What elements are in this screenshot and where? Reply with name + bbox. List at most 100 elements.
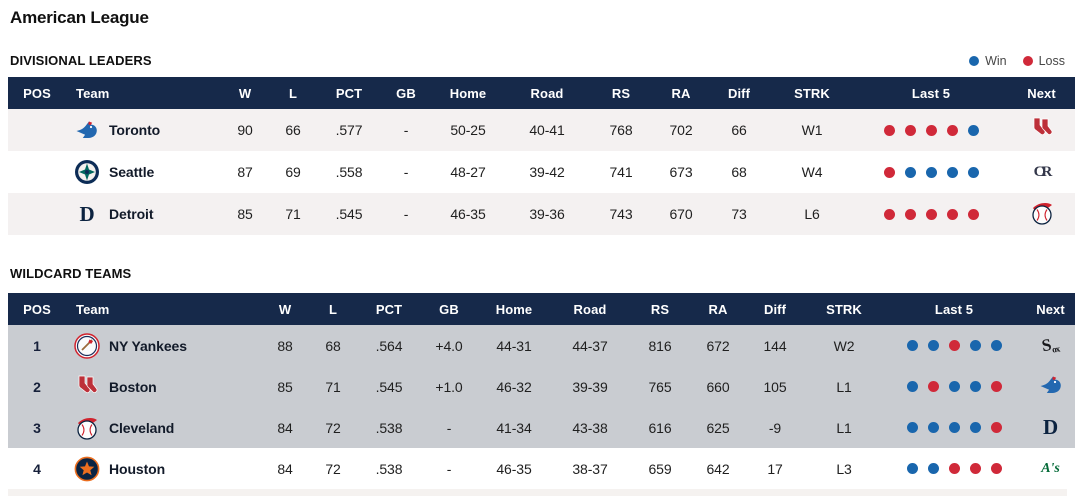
tigers-logo-icon[interactable]: D [1042,415,1059,439]
pct-cell: .538 [375,419,403,436]
loss-dot-icon [883,208,895,220]
diff-cell: 17 [767,460,783,477]
legend-win-label: Win [985,54,1007,68]
win-dot-icon [969,340,981,351]
road-cell: 43-38 [572,419,608,436]
tigers-logo-icon[interactable]: D [79,201,95,226]
home-cell: 46-35 [450,206,486,222]
team-link[interactable]: Seattle [66,159,222,185]
last5-dots [884,340,1024,351]
team-link[interactable]: Cleveland [66,415,262,441]
col-header-diff: Diff [763,301,787,317]
last5-dots [884,463,1024,474]
col-header-home: Home [449,85,487,101]
athletics-logo-icon[interactable]: A's [1041,460,1060,476]
loss-dot-icon [948,463,960,474]
team-cell: NY Yankees [66,325,262,366]
astros-logo-icon[interactable] [74,456,100,482]
team-name: NY Yankees [109,337,187,354]
loss-dot-icon [904,208,916,220]
l-cell: 71 [285,206,301,222]
blue-jays-logo-icon[interactable] [74,117,100,143]
pos-cell: 1 [33,337,41,354]
l-cell: 72 [325,460,341,477]
mariners-logo-icon[interactable] [74,159,100,185]
col-header-road: Road [573,301,607,317]
table-row: D Detroit 85 71 .545 - 46-35 39-36 743 670 73 L6 [8,193,1075,235]
last5-dots [856,166,1006,178]
next-opponent-cell: CR [1006,151,1075,193]
col-header-ra: RA [708,301,728,317]
team-link[interactable]: Houston [66,456,262,482]
col-header-last5: Last 5 [911,85,951,101]
guardians-logo-icon[interactable] [1029,200,1055,226]
col-header-pct: PCT [375,301,403,317]
team-link[interactable]: NY Yankees [66,332,262,359]
team-link[interactable]: Toronto [66,117,222,143]
last5-dots [884,422,1024,433]
next-opponent-cell: Sox [1024,325,1075,366]
loss-dot-icon [967,208,979,220]
gb-cell: - [403,164,409,180]
last5-dots [856,124,1006,136]
table-row: 2 Boston 85 71 .545 +1.0 46-32 39-39 765 660 105 L1 [8,366,1075,407]
legend-loss: Loss [1022,54,1065,68]
gb-cell: +1.0 [435,378,463,395]
team-name: Seattle [109,164,155,180]
win-dot-icon [927,340,939,351]
w-cell: 90 [237,122,253,138]
wildcard-table-header: POS Team W L PCT GB Home Road RS RA Diff STRK Last 5… [8,293,1075,325]
header-row: POS Team W L PCT GB Home Road RS RA Diff STRK Last 5… [8,293,1075,325]
gb-cell: - [403,206,409,222]
rs-cell: 659 [648,460,672,477]
win-dot-icon [906,381,918,392]
win-loss-legend: Win Loss [969,54,1065,68]
last5-cell [856,193,1006,235]
team-link[interactable]: D Detroit [66,201,222,227]
blue-jays-logo-icon[interactable] [1038,372,1064,398]
team-cell: Cleveland [66,407,262,448]
yankees-logo-icon[interactable] [74,332,100,359]
team-cell: Houston [66,448,262,489]
table-row: Seattle 87 69 .558 - 48-27 39-42 741 673 68 W4 CR [8,151,1075,193]
col-header-l: L [328,301,338,317]
wildcard-table-body: 1 NY Yankees 88 68 .564 +4.0 44-31 44-37 816 672 1… [8,325,1075,489]
gb-cell: - [446,419,452,436]
section-title-wildcard: WILDCARD TEAMS [10,266,132,281]
rockies-logo-icon[interactable]: CR [1033,163,1053,180]
col-header-home: Home [495,301,533,317]
rs-cell: 765 [648,378,672,395]
pos-cell: 4 [33,460,41,477]
win-dot-icon [946,166,958,178]
strk-cell: W2 [833,337,855,354]
home-cell: 46-32 [496,378,532,395]
red-sox-logo-icon[interactable] [1029,116,1055,142]
pct-cell: .538 [375,460,403,477]
loss-dot-icon [883,166,895,178]
w-cell: 88 [277,337,293,354]
pos-cell [8,151,66,193]
pos-cell: 2 [33,378,41,395]
last5-cell [856,151,1006,193]
team-cell: Toronto [66,109,222,151]
red-sox-logo-icon[interactable] [74,374,100,400]
win-dot-icon [906,463,918,474]
ra-cell: 673 [669,164,693,180]
table-row: 1 NY Yankees 88 68 .564 +4.0 44-31 44-37 816 672 1… [8,325,1075,366]
col-header-strk: STRK [794,85,830,101]
w-cell: 87 [237,164,253,180]
table-row: Toronto 90 66 .577 - 50-25 40-41 768 702 66 W1 [8,109,1075,151]
rs-cell: 616 [648,419,672,436]
rs-cell: 743 [609,206,633,222]
loss-dot-icon [1022,56,1033,66]
col-header-pos: POS [23,301,51,317]
loss-dot-icon [969,463,981,474]
guardians-logo-icon[interactable] [74,415,100,441]
pos-cell: 3 [33,419,41,436]
white-sox-logo-icon[interactable]: Sox [1040,334,1061,356]
l-cell: 71 [325,378,341,395]
team-cell: D Detroit [66,193,222,235]
team-link[interactable]: Boston [66,374,262,400]
next-row-partial [8,489,1067,496]
